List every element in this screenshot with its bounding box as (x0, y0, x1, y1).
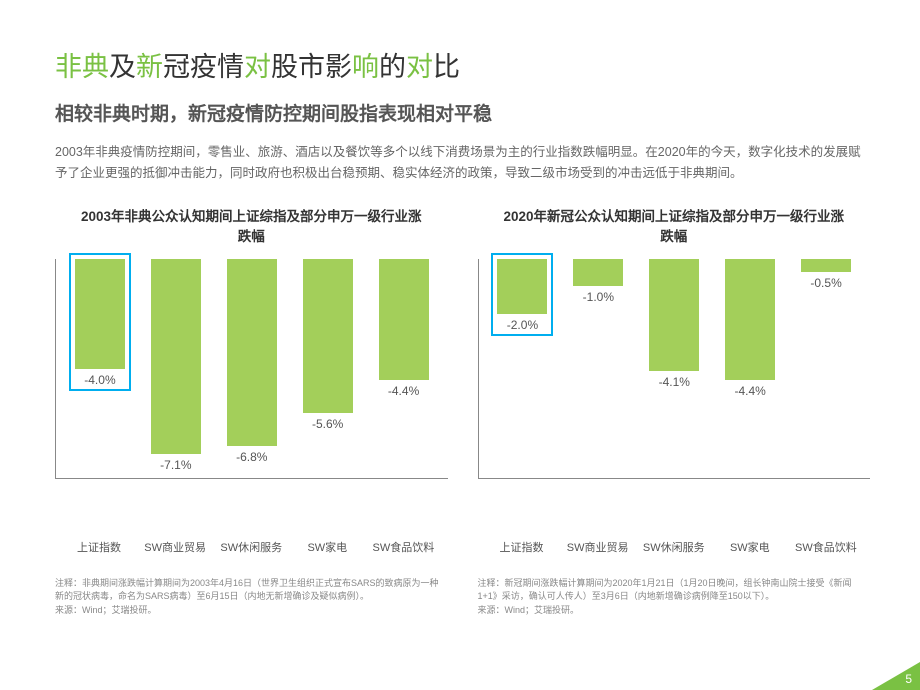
bar-value-label: -0.5% (810, 276, 841, 290)
bar (801, 259, 851, 273)
bar (725, 259, 775, 380)
x-axis-label: SW商业贸易 (137, 539, 213, 555)
bar-value-label: -1.0% (583, 290, 614, 304)
charts-row: 2003年非典公众认知期间上证综指及部分申万一级行业涨跌幅 -4.0% -7.1%… (55, 207, 870, 618)
bar (75, 259, 125, 369)
bar-slot: -7.1% (138, 259, 214, 472)
x-axis-label: SW休闲服务 (636, 539, 712, 555)
bar-slot: -2.0% (485, 259, 561, 332)
bar-slot: -4.4% (712, 259, 788, 398)
bar (227, 259, 277, 446)
bar-slot: -6.8% (214, 259, 290, 464)
x-axis-label: SW休闲服务 (213, 539, 289, 555)
bar-value-label: -7.1% (160, 458, 191, 472)
x-axis-label: 上证指数 (484, 539, 560, 555)
bar (379, 259, 429, 380)
bar-value-label: -4.4% (734, 384, 765, 398)
bar (649, 259, 699, 372)
x-axis-label: SW食品饮料 (365, 539, 441, 555)
chart-right-plot: -2.0% -1.0% -4.1% -4.4% -0.5% (478, 259, 871, 479)
slide-title: 非典及新冠疫情对股市影响的对比 (55, 50, 870, 85)
chart-right-bars: -2.0% -1.0% -4.1% -4.4% -0.5% (479, 259, 871, 478)
bar (573, 259, 623, 287)
bar-slot: -4.4% (366, 259, 442, 398)
bar-slot: -1.0% (560, 259, 636, 305)
bar-slot: -4.1% (636, 259, 712, 390)
page-number: 5 (905, 672, 912, 686)
bar (303, 259, 353, 413)
chart-left-bars: -4.0% -7.1% -6.8% -5.6% -4.4% (56, 259, 448, 478)
x-axis-label: SW家电 (289, 539, 365, 555)
chart-right-footnote: 注释：新冠期间涨跌幅计算期间为2020年1月21日（1月20日晚间，组长钟南山院… (478, 577, 871, 618)
chart-left-xlabels: 上证指数SW商业贸易SW休闲服务SW家电SW食品饮料 (55, 487, 448, 555)
bar-slot: -5.6% (290, 259, 366, 431)
chart-left-footnote: 注释：非典期间涨跌幅计算期间为2003年4月16日（世界卫生组织正式宣布SARS… (55, 577, 448, 618)
body-paragraph: 2003年非典疫情防控期间，零售业、旅游、酒店以及餐饮等多个以线下消费场景为主的… (55, 142, 870, 185)
bar-value-label: -5.6% (312, 417, 343, 431)
bar (497, 259, 547, 314)
chart-right: 2020年新冠公众认知期间上证综指及部分申万一级行业涨跌幅 -2.0% -1.0%… (478, 207, 871, 618)
x-axis-label: SW商业贸易 (560, 539, 636, 555)
bar-value-label: -4.4% (388, 384, 419, 398)
x-axis-label: 上证指数 (61, 539, 137, 555)
bar (151, 259, 201, 454)
chart-left-title: 2003年非典公众认知期间上证综指及部分申万一级行业涨跌幅 (55, 207, 448, 259)
chart-right-xlabels: 上证指数SW商业贸易SW休闲服务SW家电SW食品饮料 (478, 487, 871, 555)
bar-slot: -0.5% (788, 259, 864, 291)
bar-slot: -4.0% (62, 259, 138, 387)
chart-left-plot: -4.0% -7.1% -6.8% -5.6% -4.4% (55, 259, 448, 479)
page-corner-accent (872, 662, 920, 690)
bar-value-label: -4.1% (659, 375, 690, 389)
slide-subtitle: 相较非典时期，新冠疫情防控期间股指表现相对平稳 (55, 99, 870, 126)
bar-value-label: -4.0% (84, 373, 115, 387)
chart-right-title: 2020年新冠公众认知期间上证综指及部分申万一级行业涨跌幅 (478, 207, 871, 259)
bar-value-label: -6.8% (236, 450, 267, 464)
chart-left: 2003年非典公众认知期间上证综指及部分申万一级行业涨跌幅 -4.0% -7.1%… (55, 207, 448, 618)
x-axis-label: SW家电 (712, 539, 788, 555)
x-axis-label: SW食品饮料 (788, 539, 864, 555)
bar-value-label: -2.0% (507, 318, 538, 332)
